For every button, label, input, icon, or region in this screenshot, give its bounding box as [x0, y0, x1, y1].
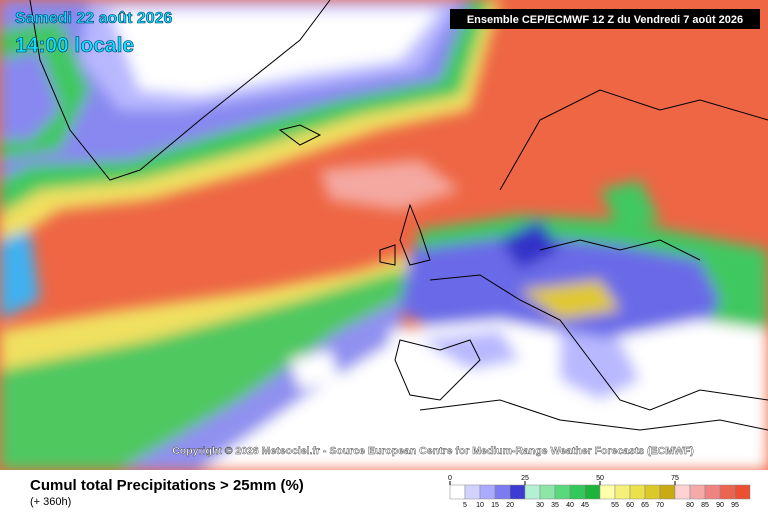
major-tick-label: 75 [671, 475, 679, 482]
major-tick-label: 25 [521, 475, 529, 482]
color-swatch [644, 484, 661, 500]
color-swatch [479, 484, 496, 500]
color-swatch [524, 484, 541, 500]
footer-title: Cumul total Precipitations > 25mm (%) [30, 477, 304, 494]
color-swatch [449, 484, 466, 500]
forecast-date: Samedi 22 août 2026 [15, 10, 173, 27]
major-tick-label: 0 [448, 475, 452, 482]
color-swatch [659, 484, 676, 500]
color-swatch [734, 484, 751, 500]
color-swatch [494, 484, 511, 500]
minor-tick-label: 55 [611, 502, 619, 509]
color-swatch [629, 484, 646, 500]
minor-tick-label: 70 [656, 502, 664, 509]
color-legend: 0 25 50 75 5 10 15 20 30 35 40 45 55 60 65 70 80 85 90 95 [448, 475, 751, 509]
minor-tick-label: 95 [731, 502, 739, 509]
color-swatch [554, 484, 571, 500]
color-swatch [689, 484, 706, 500]
minor-tick-label: 60 [626, 502, 634, 509]
color-swatch [704, 484, 721, 500]
color-swatch [509, 484, 526, 500]
major-tick-label: 50 [596, 475, 604, 482]
color-swatch [539, 484, 556, 500]
minor-tick-label: 40 [566, 502, 574, 509]
minor-tick-label: 5 [463, 502, 467, 509]
minor-tick-label: 45 [581, 502, 589, 509]
minor-tick-label: 15 [491, 502, 499, 509]
minor-tick-label: 20 [506, 502, 514, 509]
footer-lead: (+ 360h) [30, 496, 71, 508]
color-swatch [569, 484, 586, 500]
coastlines [29, 0, 768, 431]
color-swatch [599, 484, 616, 500]
copyright: Copyright © 2026 Meteociel.fr - Source E… [172, 445, 694, 457]
minor-tick-label: 30 [536, 502, 544, 509]
color-swatch [719, 484, 736, 500]
minor-tick-label: 85 [701, 502, 709, 509]
run-info: Ensemble CEP/ECMWF 12 Z du Vendredi 7 ao… [467, 14, 743, 26]
minor-tick-label: 35 [551, 502, 559, 509]
color-swatch [614, 484, 631, 500]
minor-tick-label: 65 [641, 502, 649, 509]
color-swatch [464, 484, 481, 500]
minor-tick-label: 90 [716, 502, 724, 509]
run-box [450, 9, 760, 29]
color-swatch [584, 484, 601, 500]
minor-tick-label: 80 [686, 502, 694, 509]
color-swatch [674, 484, 691, 500]
forecast-time: 14:00 locale [15, 34, 134, 57]
minor-tick-label: 10 [476, 502, 484, 509]
